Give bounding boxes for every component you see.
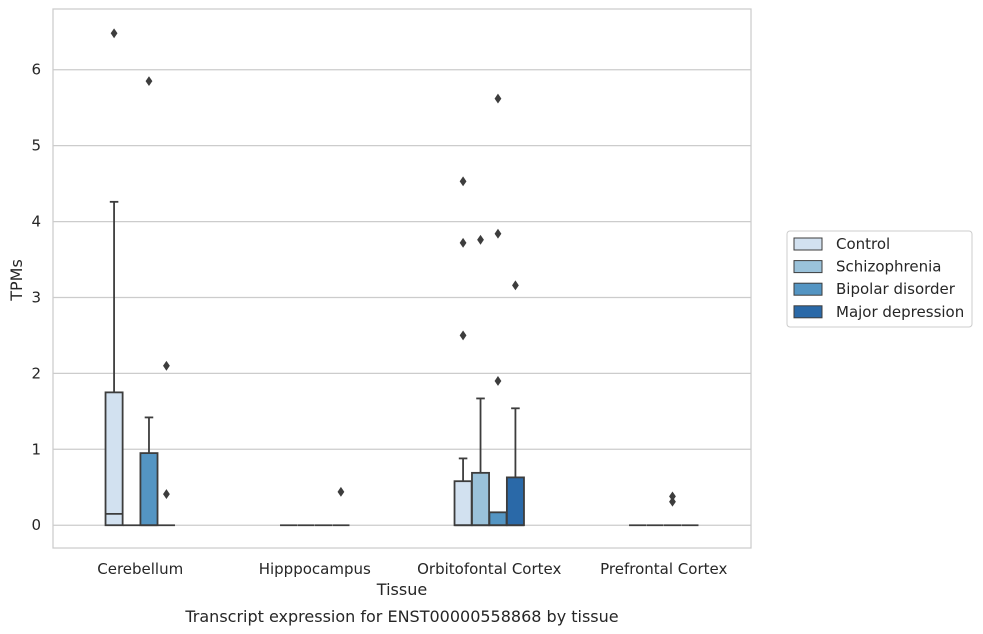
y-tick-label: 2 xyxy=(31,364,41,382)
y-tick-label: 5 xyxy=(31,137,41,155)
legend-label: Schizophrenia xyxy=(836,258,941,276)
outlier-point xyxy=(459,237,467,248)
outlier-point xyxy=(110,28,118,39)
x-axis-tick-labels: Cerebellum Hipppocampus Orbitofontal Corte… xyxy=(97,560,727,578)
x-axis-title: Tissue xyxy=(376,580,427,599)
y-axis-tick-labels: 0 1 2 3 4 5 6 xyxy=(31,61,41,534)
series-group xyxy=(139,76,682,527)
y-tick-label: 0 xyxy=(31,516,41,534)
box xyxy=(488,511,508,527)
x-tick-label: Cerebellum xyxy=(97,560,183,578)
legend-swatch xyxy=(793,305,823,319)
outlier-point xyxy=(145,76,153,87)
grid-lines xyxy=(53,69,751,526)
box xyxy=(505,476,525,527)
x-tick-label: Hipppocampus xyxy=(259,560,371,578)
plot-area-frame xyxy=(52,8,752,549)
x-tick-label: Orbitofontal Cortex xyxy=(417,560,561,578)
outlier-point xyxy=(459,330,467,341)
legend-frame xyxy=(786,230,973,328)
box xyxy=(453,480,473,527)
y-tick-label: 4 xyxy=(31,213,41,231)
chart-caption: Transcript expression for ENST0000055886… xyxy=(184,607,618,626)
outlier-point xyxy=(163,489,170,500)
y-tick-label: 1 xyxy=(31,440,41,458)
legend-swatch xyxy=(793,260,823,274)
y-tick-label: 6 xyxy=(31,61,41,79)
x-tick-label: Prefrontal Cortex xyxy=(600,560,727,578)
series-group xyxy=(157,280,699,527)
legend-swatch xyxy=(793,282,823,296)
box xyxy=(104,391,124,527)
y-axis-title: TPMs xyxy=(7,259,26,302)
outlier-point xyxy=(512,280,519,291)
outlier-point xyxy=(494,93,502,104)
outlier-point xyxy=(669,496,676,507)
legend-label: Bipolar disorder xyxy=(836,280,956,298)
box-series xyxy=(104,28,699,527)
outlier-point xyxy=(477,234,484,245)
outlier-point xyxy=(459,176,467,187)
legend: Control Schizophrenia Bipolar disorder Majo… xyxy=(786,230,973,328)
outlier-point xyxy=(494,376,502,386)
legend-swatch xyxy=(793,237,823,251)
outlier-point xyxy=(494,228,502,239)
outlier-point xyxy=(163,360,170,371)
box xyxy=(471,471,490,527)
y-tick-label: 3 xyxy=(31,288,41,306)
outlier-point xyxy=(337,486,345,497)
series-group xyxy=(122,234,664,527)
legend-label: Control xyxy=(836,235,890,253)
series-group xyxy=(104,28,647,527)
box xyxy=(139,452,159,527)
outlier-point xyxy=(669,491,676,502)
legend-label: Major depression xyxy=(836,303,964,321)
